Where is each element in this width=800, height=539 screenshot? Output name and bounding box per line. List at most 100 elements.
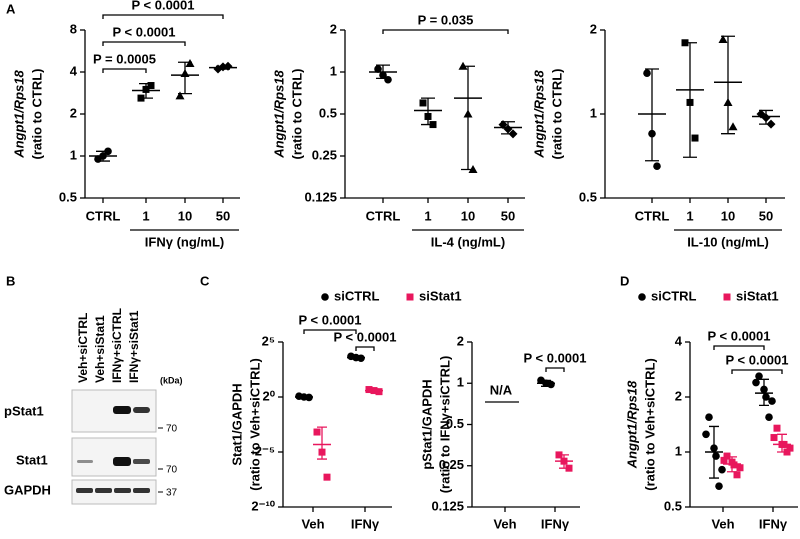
- point: [718, 465, 726, 474]
- significance-bracket: [355, 346, 375, 351]
- point: [755, 372, 763, 380]
- point: [653, 162, 661, 171]
- kda-marker: 70: [166, 424, 178, 435]
- y-tick-label: 0.5: [319, 105, 337, 120]
- kda-marker: 70: [166, 465, 178, 476]
- significance-label: P < 0.0001: [131, 0, 194, 12]
- band: [113, 406, 131, 414]
- error-bar: [759, 378, 769, 407]
- band: [77, 460, 93, 463]
- y-axis-label: pStat1/GAPDH: [419, 379, 434, 469]
- point: [313, 428, 321, 436]
- y-axis-label: (ratio to CTRL): [549, 69, 564, 160]
- y-tick-label: 1: [70, 147, 77, 162]
- y-tick-label: 2⁰: [263, 388, 276, 403]
- significance-bracket: [382, 29, 509, 34]
- y-tick-label: 8: [70, 21, 77, 36]
- point: [715, 482, 723, 490]
- point: [762, 393, 770, 401]
- y-axis-label: (ratio to Veh+siCTRL): [247, 358, 262, 491]
- error-bar: [501, 121, 515, 135]
- error-bar: [683, 42, 697, 158]
- y-tick-label: 0.125: [431, 498, 464, 513]
- y-tick-label: 0.5: [446, 416, 464, 431]
- x-tick-label: 10: [721, 208, 735, 223]
- significance-label: P < 0.0001: [725, 352, 788, 367]
- band: [133, 459, 150, 464]
- legend-label: siStat1: [419, 288, 462, 303]
- band: [133, 488, 150, 493]
- error-bar: [216, 65, 230, 70]
- error-bar: [351, 355, 361, 360]
- y-axis-label: Angpt1/Rps18: [11, 70, 26, 159]
- error-bar: [299, 395, 309, 399]
- x-tick-label: CTRL: [635, 208, 670, 223]
- x-tick-label: CTRL: [366, 208, 401, 223]
- x-tick-label: 10: [461, 208, 475, 223]
- point: [770, 434, 778, 442]
- y-tick-label: 0.5: [59, 189, 77, 204]
- y-tick-label: 2: [70, 105, 77, 120]
- lane-label: IFNγ+siCTRL: [110, 308, 124, 383]
- point: [323, 473, 331, 481]
- error-bar: [559, 454, 569, 469]
- y-tick-label: 1: [330, 63, 337, 78]
- significance-label: P < 0.0001: [333, 329, 396, 344]
- error-bar: [759, 109, 773, 125]
- y-tick-label: 2: [457, 333, 464, 348]
- error-bar: [178, 61, 192, 95]
- y-tick-label: 4: [675, 333, 683, 348]
- panel-label: A: [6, 1, 16, 16]
- x-tick-label: 50: [759, 208, 773, 223]
- point: [705, 413, 713, 422]
- significance-bracket: [102, 68, 147, 73]
- kda-unit: (kDa): [160, 375, 183, 385]
- error-bar: [139, 83, 153, 99]
- error-bar: [376, 64, 390, 80]
- legend-label: siCTRL: [651, 288, 697, 303]
- y-tick-label: 1: [590, 105, 597, 120]
- y-axis-label: Angpt1/Rps18: [271, 70, 286, 159]
- error-bar: [727, 456, 737, 473]
- blot-box: [71, 437, 157, 477]
- point: [185, 59, 195, 68]
- significance-label: P = 0.0005: [93, 51, 156, 66]
- x-tick-label: 10: [178, 208, 192, 223]
- point: [730, 461, 738, 469]
- error-bar: [541, 379, 551, 387]
- y-tick-label: 2: [330, 21, 337, 36]
- kda-marker: 37: [166, 488, 178, 499]
- x-axis-label: IL-4 (ng/mL): [431, 234, 505, 249]
- y-tick-label: 1: [675, 443, 682, 458]
- significance-bracket: [102, 41, 186, 46]
- point: [723, 293, 731, 301]
- lane-label: Veh+siStat1: [93, 315, 107, 383]
- y-axis-label: Angpt1/Rps18: [624, 380, 639, 469]
- x-tick-label: Veh: [493, 516, 516, 531]
- y-axis-label: (ratio to Veh+siCTRL): [642, 358, 657, 491]
- x-axis-label: IFNγ (ng/mL): [145, 234, 224, 249]
- x-tick-label: 1: [142, 208, 149, 223]
- point: [768, 397, 776, 405]
- y-tick-label: 2⁻⁵: [255, 443, 275, 458]
- x-axis-label: IL-10 (ng/mL): [687, 234, 769, 249]
- y-tick-label: 2: [675, 388, 682, 403]
- point: [702, 430, 710, 439]
- point: [175, 91, 185, 100]
- y-tick-label: 2⁵: [262, 333, 275, 348]
- panel-label: B: [6, 273, 15, 288]
- point: [718, 34, 728, 43]
- point: [773, 424, 781, 432]
- point: [321, 293, 329, 301]
- error-bar: [709, 425, 719, 479]
- x-tick-label: 1: [686, 208, 693, 223]
- significance-bracket: [545, 367, 565, 372]
- band: [76, 488, 93, 493]
- error-bar: [369, 388, 379, 393]
- point: [720, 456, 728, 464]
- y-axis-label: (ratio to IFNγ+siCTRL): [437, 356, 452, 494]
- error-bar: [645, 68, 659, 162]
- row-label: pStat1: [4, 403, 44, 418]
- error-bar: [421, 97, 435, 126]
- band: [95, 488, 112, 493]
